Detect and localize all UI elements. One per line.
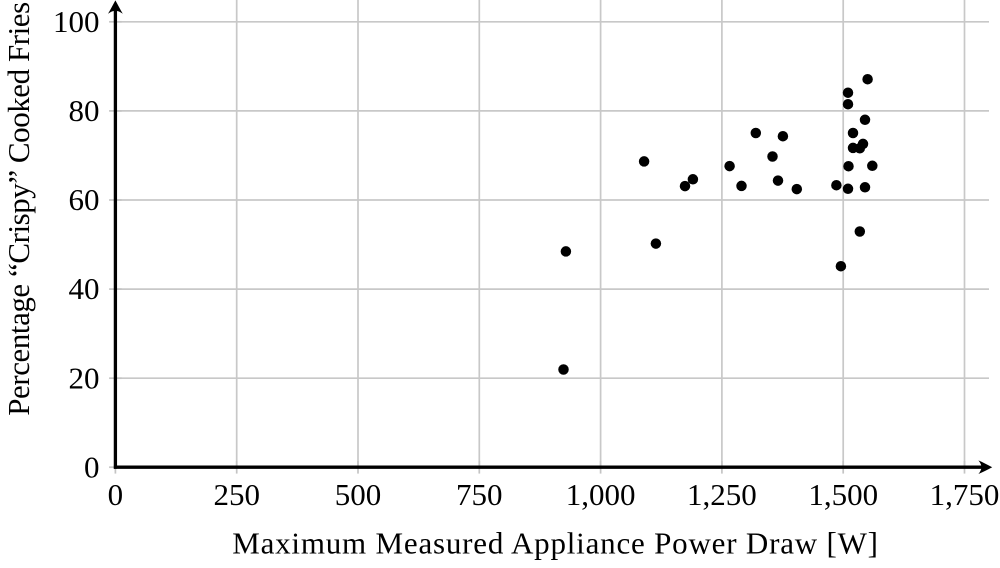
svg-text:750: 750 [456, 477, 503, 512]
svg-text:1,750: 1,750 [930, 477, 1000, 512]
svg-text:1,500: 1,500 [808, 477, 878, 512]
svg-text:60: 60 [69, 182, 100, 217]
svg-text:1,000: 1,000 [566, 477, 636, 512]
svg-text:100: 100 [53, 4, 100, 39]
svg-text:0: 0 [84, 449, 100, 484]
svg-text:40: 40 [69, 271, 100, 306]
svg-text:Maximum Measured Appliance Pow: Maximum Measured Appliance Power Draw [W… [232, 525, 879, 560]
svg-text:Percentage “Crispy” Cooked Fri: Percentage “Crispy” Cooked Fries [1, 2, 36, 415]
svg-text:1,250: 1,250 [687, 477, 757, 512]
svg-text:0: 0 [108, 477, 124, 512]
svg-text:20: 20 [69, 360, 100, 395]
svg-text:250: 250 [213, 477, 260, 512]
svg-text:80: 80 [69, 93, 100, 128]
svg-text:500: 500 [335, 477, 382, 512]
